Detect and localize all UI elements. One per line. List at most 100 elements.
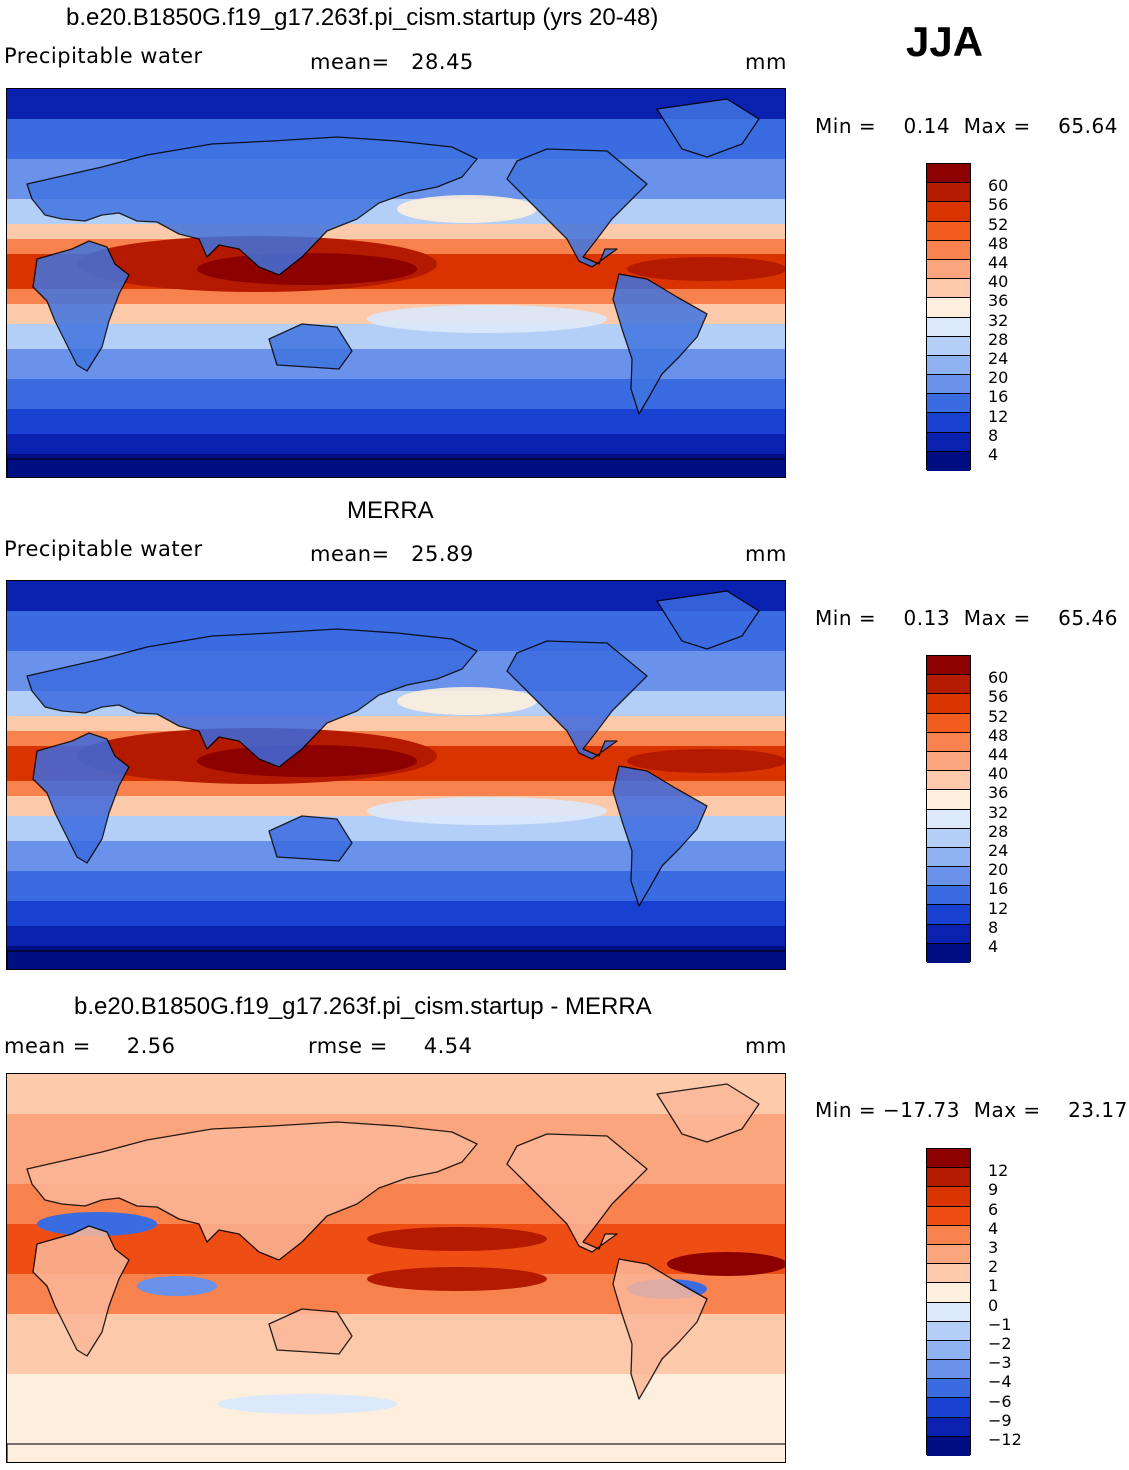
colorbar-model [926, 163, 971, 471]
colorbar-tick-label: −6 [988, 1391, 1012, 1411]
colorbar-tick-label: 4 [988, 937, 999, 956]
mean-label-model: mean= 28.45 [310, 50, 474, 74]
colorbar-swatch [927, 1225, 970, 1245]
map-panel-diff [6, 1073, 786, 1463]
colorbar-tick-label: 0 [988, 1295, 999, 1315]
colorbar-swatch [927, 1340, 970, 1361]
colorbar-tick-label: 28 [988, 821, 1009, 841]
colorbar-swatch [927, 751, 970, 772]
colorbar-swatch [927, 1283, 970, 1303]
colorbar-swatch [927, 656, 970, 676]
colorbar-obs [926, 655, 971, 963]
colorbar-swatch [927, 1417, 970, 1437]
colorbar-tick-label: 60 [988, 668, 1009, 688]
colorbar-swatch [927, 164, 970, 184]
colorbar-tick-label: 16 [988, 387, 1009, 407]
map-field-svg [7, 581, 785, 969]
colorbar-swatch [927, 1436, 970, 1456]
season-label: JJA [906, 18, 984, 65]
colorbar-tick-label: 44 [988, 745, 1009, 764]
colorbar-tick-label: 6 [988, 1199, 999, 1219]
map-panel-model [6, 88, 786, 478]
rmse-label-diff: rmse = 4.54 [308, 1034, 473, 1058]
colorbar-tick-label: 16 [988, 879, 1009, 899]
colorbar-swatch [927, 694, 970, 714]
colorbar-swatch [927, 886, 970, 906]
colorbar-swatch [927, 1264, 970, 1284]
variable-label-obs: Precipitable water [4, 537, 203, 561]
colorbar-tick-label: 12 [988, 406, 1009, 426]
colorbar-swatch [927, 355, 970, 376]
colorbar-tick-label: 12 [988, 1161, 1009, 1181]
colorbar-tick-label: 20 [988, 860, 1009, 880]
colorbar-swatch [927, 221, 970, 241]
variable-label-model: Precipitable water [4, 44, 203, 68]
colorbar-tick-label: −9 [988, 1410, 1012, 1430]
map-field-svg [7, 1074, 785, 1462]
colorbar-swatch [927, 240, 970, 260]
colorbar-swatch [927, 828, 970, 848]
colorbar-tick-label: 52 [988, 706, 1009, 726]
colorbar-tick-label: 8 [988, 425, 999, 445]
map-field-svg [7, 89, 785, 477]
colorbar-swatch [927, 202, 970, 222]
colorbar-tick-label: 60 [988, 176, 1009, 196]
colorbar-swatch [927, 847, 970, 868]
colorbar-swatch [927, 413, 970, 433]
minmax-label-model: Min = 0.14 Max = 65.64 [815, 114, 1118, 138]
colorbar-tick-label: 44 [988, 253, 1009, 272]
colorbar-swatch [927, 1302, 970, 1322]
colorbar-diff [926, 1148, 971, 1456]
colorbar-tick-label: 40 [988, 764, 1009, 784]
colorbar-tick-label: 32 [988, 310, 1009, 330]
colorbar-tick-label: 4 [988, 1218, 999, 1238]
colorbar-tick-label: 40 [988, 272, 1009, 292]
colorbar-tick-label: 20 [988, 368, 1009, 388]
colorbar-tick-label: 36 [988, 291, 1009, 311]
colorbar-swatch [927, 1244, 970, 1265]
colorbar-tick-label: 4 [988, 445, 999, 464]
colorbar-tick-label: 48 [988, 725, 1009, 745]
colorbar-swatch [927, 1398, 970, 1418]
colorbar-swatch [927, 375, 970, 395]
colorbar-tick-label: 52 [988, 214, 1009, 234]
colorbar-swatch [927, 336, 970, 356]
colorbar-tick-label: −1 [988, 1314, 1012, 1334]
colorbar-swatch [927, 1321, 970, 1341]
panel-title-model: b.e20.B1850G.f19_g17.263f.pi_cism.startu… [66, 4, 659, 31]
colorbar-swatch [927, 451, 970, 471]
colorbar-swatch [927, 298, 970, 318]
colorbar-swatch [927, 943, 970, 963]
colorbar-tick-label: 28 [988, 329, 1009, 349]
colorbar-swatch [927, 867, 970, 887]
colorbar-swatch [927, 1187, 970, 1207]
colorbar-tick-label: 56 [988, 687, 1009, 707]
colorbar-tick-label: 1 [988, 1276, 999, 1296]
colorbar-tick-label: −3 [988, 1353, 1012, 1373]
colorbar-swatch [927, 432, 970, 452]
colorbar-swatch [927, 713, 970, 733]
colorbar-swatch [927, 259, 970, 280]
colorbar-swatch [927, 1149, 970, 1169]
mean-label-diff: mean = 2.56 [4, 1034, 176, 1058]
colorbar-tick-label: −2 [988, 1334, 1012, 1353]
colorbar-tick-label: 24 [988, 349, 1009, 368]
colorbar-tick-label: 8 [988, 917, 999, 937]
panel-title-diff: b.e20.B1850G.f19_g17.263f.pi_cism.startu… [74, 993, 652, 1020]
panel-title-obs: MERRA [347, 497, 434, 524]
colorbar-swatch [927, 790, 970, 810]
colorbar-tick-label: 32 [988, 802, 1009, 822]
map-panel-obs [6, 580, 786, 970]
colorbar-swatch [927, 1360, 970, 1380]
colorbar-swatch [927, 1206, 970, 1226]
colorbar-tick-label: 56 [988, 195, 1009, 215]
colorbar-tick-label: 3 [988, 1238, 999, 1257]
colorbar-swatch [927, 317, 970, 337]
colorbar-tick-label: 36 [988, 783, 1009, 803]
colorbar-swatch [927, 809, 970, 829]
colorbar-swatch [927, 183, 970, 203]
units-label-diff: mm [745, 1034, 787, 1058]
colorbar-tick-label: 9 [988, 1180, 999, 1200]
colorbar-tick-label: −12 [988, 1430, 1022, 1449]
colorbar-swatch [927, 394, 970, 414]
